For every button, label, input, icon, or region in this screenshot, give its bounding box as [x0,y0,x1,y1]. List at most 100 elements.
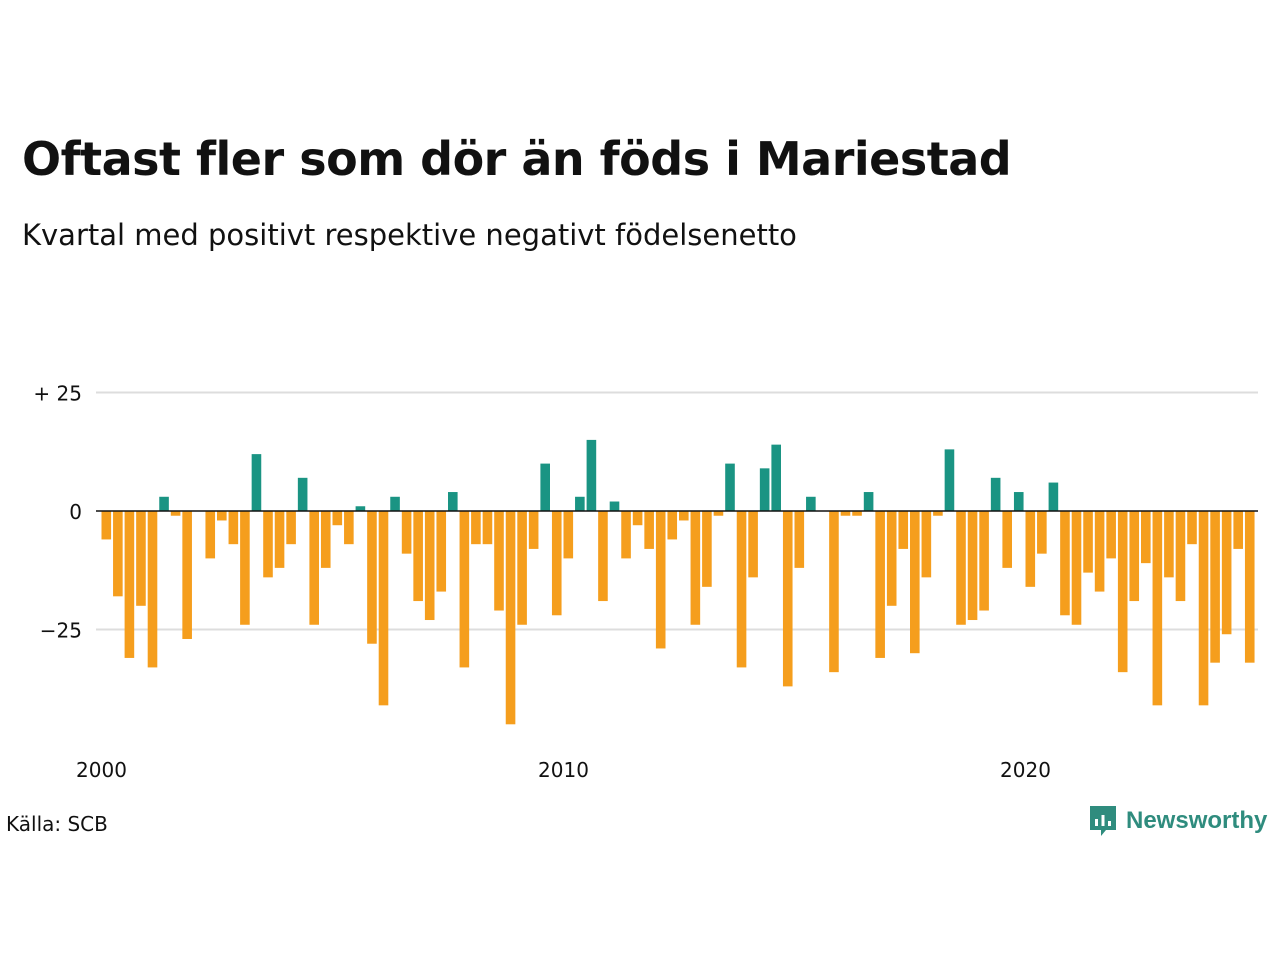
bar [990,477,1001,511]
bar [205,511,216,559]
bar [1210,511,1220,663]
bar [471,511,481,545]
bar [736,511,747,668]
bar [621,511,631,559]
gridlines [96,391,1258,631]
y-tick-label: + 25 [33,382,82,406]
bars-group [96,439,1258,725]
bar [228,511,239,545]
bar [563,511,574,559]
bar [378,511,389,706]
bar [1164,511,1174,578]
bar [494,511,504,611]
bar [124,511,135,658]
bar [933,511,943,516]
bar [1094,511,1105,592]
bar [459,511,470,668]
bar [274,511,285,568]
bar [667,511,678,540]
x-tick-label: 2000 [76,758,127,782]
bar [101,511,112,540]
bar [898,511,909,549]
bar [551,511,562,616]
chart-subtitle: Kvartal med positivt respektive negativt… [22,218,797,252]
bar [1129,511,1140,602]
bar [1071,511,1082,625]
bar [309,511,319,625]
bar [355,506,366,511]
bar [702,511,712,587]
bar [1048,482,1059,511]
bar [1141,511,1151,564]
bar [655,511,666,649]
y-tick-label: −25 [40,619,82,643]
bar-chart: + 25 0 −25 2000 2010 2020 [33,382,1258,782]
bar [679,511,689,521]
bar [725,463,735,511]
bar [748,511,758,578]
bar [575,496,585,511]
bar [505,511,516,725]
bar [632,511,643,526]
bar [1025,511,1036,587]
bar [1221,511,1232,635]
bar [217,511,227,521]
bar [320,511,331,568]
x-axis-ticks: 2000 2010 2020 [76,758,1051,782]
bar [1117,511,1128,673]
y-tick-label: 0 [69,500,82,524]
bar [782,511,793,687]
bar [1233,511,1243,549]
bar [806,496,816,511]
bar [863,492,874,511]
bar [528,511,539,549]
bar [875,511,885,658]
bar [794,511,805,568]
bar [1083,511,1093,573]
bar [1175,511,1186,602]
bar [944,449,955,511]
bar [286,511,296,545]
bar [136,511,146,606]
bar [586,439,597,511]
bar [1013,492,1024,511]
bar [540,463,550,511]
bar [852,511,862,516]
bar [413,511,423,602]
bar [390,496,400,511]
bar [332,511,343,526]
x-tick-label: 2020 [1000,758,1051,782]
bar [159,496,169,511]
bar [1037,511,1047,554]
bar [482,511,493,545]
bar [297,477,308,511]
bar [182,511,192,639]
bar [240,511,250,625]
x-tick-label: 2010 [538,758,589,782]
bar [251,454,262,511]
bar [967,511,978,621]
bar [910,511,920,654]
bar [609,501,620,511]
bar [424,511,435,621]
newsworthy-logo: Newsworthy [1088,804,1267,838]
bar [921,511,932,578]
bar [1152,511,1163,706]
bar [170,511,181,516]
bar [344,511,354,545]
bar [886,511,897,606]
bar [771,444,781,511]
bar [759,468,770,511]
bar [263,511,273,578]
bar [598,511,608,602]
bar [1002,511,1012,568]
chart-title: Oftast fler som dör än föds i Mariestad [22,132,1012,186]
bar [1106,511,1116,559]
source-note: Källa: SCB [6,812,108,836]
bar [401,511,412,554]
bar [690,511,701,625]
newsworthy-brand-name: Newsworthy [1126,807,1268,834]
bar [517,511,527,625]
bar [644,511,654,549]
bar [367,511,377,644]
